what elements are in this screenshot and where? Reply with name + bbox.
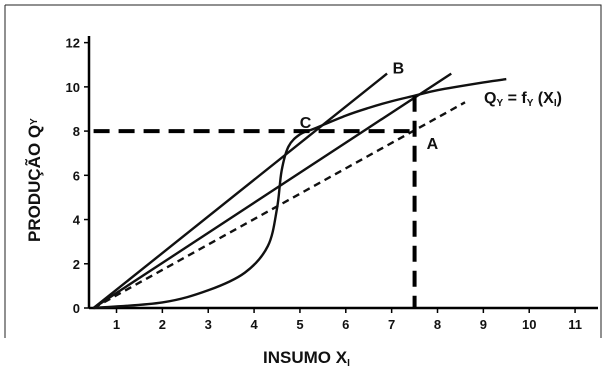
x-tick-label: 8 [434,317,441,332]
point-label-b: B [393,61,405,78]
x-tick-label: 3 [205,317,212,332]
y-axis-title-sub: Y [29,118,40,125]
function-label-open: (X [533,90,554,107]
series-dashed-ray [93,101,466,310]
x-tick-label: 11 [568,317,582,332]
y-tick-label: 8 [73,124,80,139]
x-tick-label: 1 [113,317,120,332]
x-tick-label: 10 [522,317,536,332]
x-axis-title-sub: I [347,358,350,369]
x-axis-title: INSUMO XI [263,348,350,369]
function-label-q-sub: Y [496,98,503,109]
function-label-f-sub: Y [527,98,534,109]
y-tick-label: 10 [66,80,80,95]
y-axis-title: PRODUÇÃO QY [24,118,44,242]
point-label-c: C [300,115,312,132]
series-ray-through-B [92,72,452,310]
function-label: QY = fY (XI) [484,90,562,109]
y-tick-label: 0 [73,301,80,316]
y-tick-label: 6 [73,168,80,183]
series-group [92,72,507,310]
x-tick-label: 2 [159,317,166,332]
function-label-eq: = f [503,90,527,107]
x-tick-label: 5 [296,317,303,332]
x-axis-title-main: INSUMO X [263,348,348,367]
axes [87,36,598,310]
y-axis-title-main: PRODUÇÃO Q [24,125,44,242]
function-label-x-sub: I [554,98,557,109]
y-tick-label: 2 [73,257,80,272]
point-labels: C B A [300,61,439,153]
point-label-a: A [427,136,439,153]
panel-frame [4,4,602,338]
function-label-q: Q [484,90,496,107]
x-tick-label: 6 [342,317,349,332]
series-tangent-line [92,72,388,309]
x-tick-label: 9 [480,317,487,332]
y-tick-label: 12 [66,36,80,51]
x-tick-label: 4 [250,317,258,332]
function-label-close: ) [557,90,562,107]
y-tick-label: 4 [73,213,81,228]
x-tick-label: 7 [388,317,395,332]
